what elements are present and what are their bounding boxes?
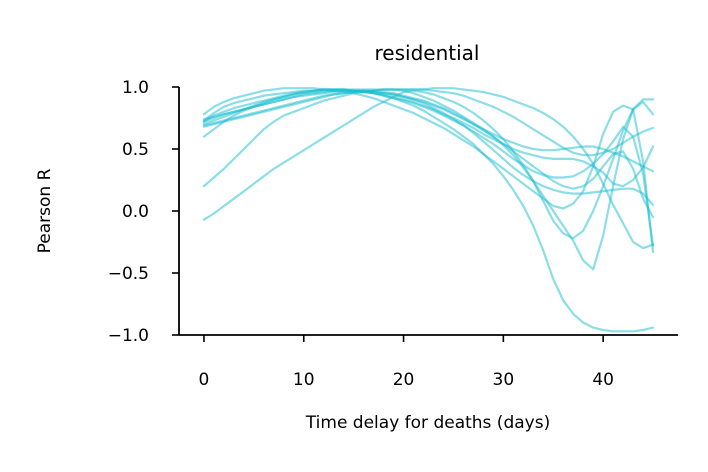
series-line-1 (202, 89, 655, 240)
series-line-4 (202, 87, 655, 253)
y-ticks: 1.0 0.5 0.0 −0.5 −1.0 (108, 78, 179, 346)
x-tick-label: 10 (293, 370, 315, 390)
y-axis-label: Pearson R (35, 168, 55, 253)
x-ticks: 0 10 20 30 40 (199, 335, 614, 390)
x-tick-label: 0 (199, 370, 210, 390)
x-tick-label: 40 (592, 370, 614, 390)
series-line-11 (202, 89, 655, 219)
series-lines (202, 87, 655, 333)
x-tick-label: 20 (393, 370, 415, 390)
x-axis-label: Time delay for deaths (days) (305, 413, 550, 433)
series-line-8 (202, 89, 655, 188)
x-tick-label: 30 (493, 370, 515, 390)
y-tick-label: 0.0 (122, 202, 149, 222)
series-line-7 (202, 88, 655, 157)
series-line-3 (202, 88, 655, 333)
chart-title: residential (375, 41, 480, 65)
series-line-2 (202, 88, 655, 271)
y-tick-label: 1.0 (122, 78, 149, 98)
y-tick-label: −1.0 (108, 326, 149, 346)
y-tick-label: 0.5 (122, 140, 149, 160)
series-line-10 (202, 90, 655, 206)
y-tick-label: −0.5 (108, 264, 149, 284)
series-line-5 (202, 87, 655, 250)
series-line-6 (202, 88, 655, 247)
